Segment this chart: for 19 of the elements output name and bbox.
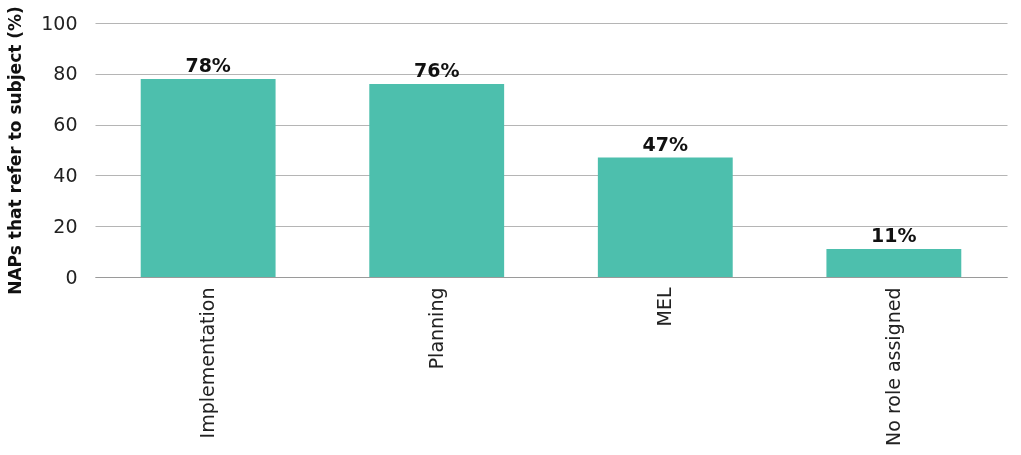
y-tick-label: 100: [41, 11, 78, 34]
x-tick-label: No role assigned: [881, 287, 904, 446]
bar: [826, 249, 962, 277]
y-tick-label: 20: [53, 214, 78, 237]
y-axis-title: NAPs that refer to subject (%): [5, 6, 26, 295]
y-tick-label: 0: [65, 265, 78, 288]
y-tick-label: 80: [53, 62, 78, 85]
x-tick-label: Planning: [424, 287, 447, 370]
data-label: 76%: [413, 58, 460, 81]
y-tick-label: 40: [53, 163, 78, 186]
data-label: 78%: [185, 53, 231, 76]
bar: [597, 157, 733, 277]
data-label: 47%: [642, 132, 689, 155]
bar: [140, 78, 276, 277]
x-tick-label: Implementation: [196, 287, 219, 439]
y-tick-label: 60: [53, 113, 78, 136]
bar: [369, 83, 505, 277]
data-label: 11%: [871, 224, 917, 247]
x-tick-label: MEL: [653, 287, 676, 327]
